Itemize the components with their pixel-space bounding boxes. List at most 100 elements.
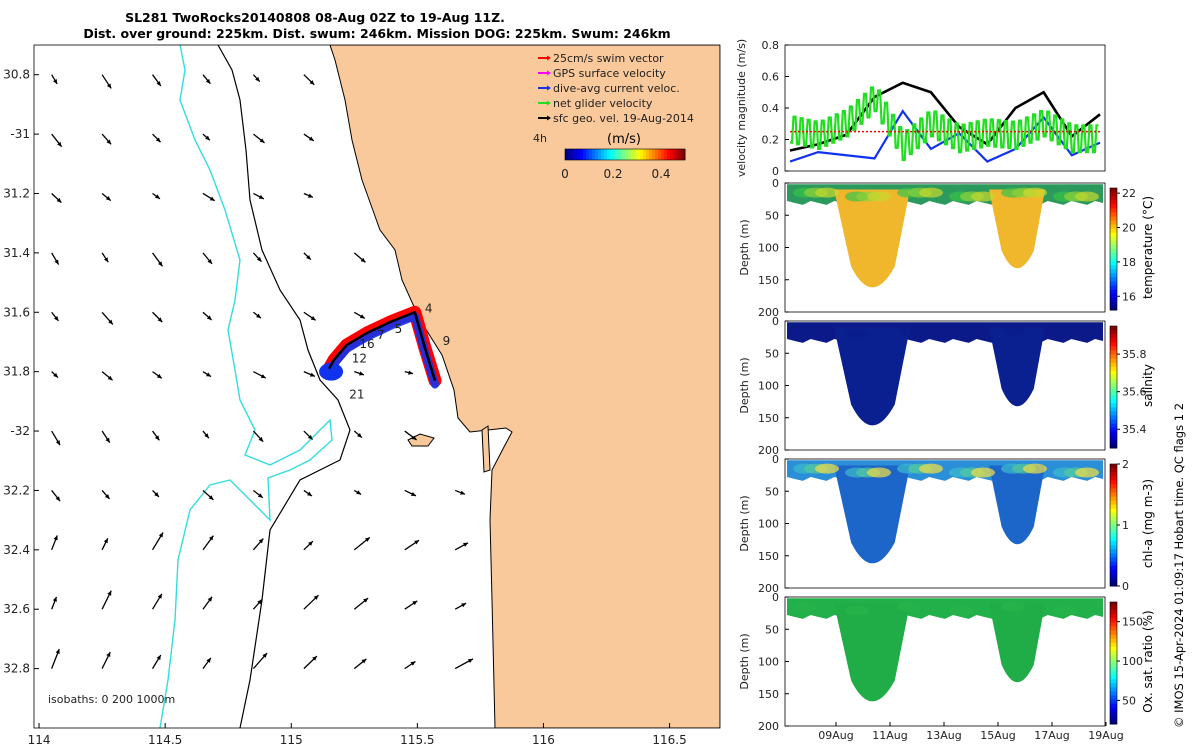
legend-arrowhead [547, 70, 551, 76]
velocity-arrow-head [307, 193, 313, 198]
section-colorbar-cell [1110, 663, 1117, 668]
velocity-arrow-head [106, 652, 111, 658]
velocity-arrow-head [207, 596, 213, 602]
section-y-tick-label: 150 [758, 412, 779, 425]
section-texture [897, 325, 921, 336]
section-colorbar-cell [1110, 403, 1117, 408]
velocity-arrow-head [57, 141, 62, 147]
velocity-arrow-head [410, 661, 416, 666]
section-ylabel: Depth (m) [738, 219, 751, 275]
velocity-arrow-head [307, 434, 313, 440]
speed-colorbar-cell [619, 149, 623, 160]
velocity-arrow-head [408, 370, 413, 375]
velocity-arrow-head [107, 590, 112, 596]
section-colorbar-cell [1110, 387, 1117, 392]
section-colorbar-cell [1110, 374, 1117, 380]
section-colorbar-cell [1110, 277, 1117, 283]
legend-label: dive-avg current veloc. [553, 82, 680, 95]
section-colorbar-cell [1110, 253, 1117, 258]
section-colorbar-cell [1110, 488, 1117, 493]
map-panel: 114 114.5 115 115.5 116 116.5 30.8 -31 31.2 31.4… [3, 44, 721, 747]
section-colorbar-cell [1110, 301, 1117, 307]
garden-island [481, 425, 491, 473]
speed-colorbar-cell [613, 149, 617, 160]
map-y-tick-label: 31.2 [3, 186, 30, 200]
section-colorbar-cell [1110, 654, 1117, 660]
section-dive-profile [834, 603, 910, 702]
section-colorbar-cell [1110, 366, 1117, 372]
section-ylabel: Depth (m) [738, 495, 751, 551]
velocity-arrow-head [105, 196, 111, 201]
section-colorbar-cell [1110, 334, 1117, 339]
section-colorbar-cell [1110, 626, 1117, 631]
speed-colorbar-cell [568, 149, 572, 160]
velocity-arrow-head [55, 648, 60, 654]
section-colorbar-cell [1110, 500, 1117, 506]
speed-colorbar-cell [667, 149, 671, 160]
map-y-ticks: 30.8 -31 31.2 31.4 31.6 31.8 -32 32.2 32.4 32.6 32… [3, 68, 39, 676]
section-colorbar-cell [1110, 330, 1117, 335]
section-colorbar-cell [1110, 228, 1117, 234]
track-line [327, 311, 437, 381]
section-colorbar-cell [1110, 642, 1117, 648]
map-x-ticks: 114 114.5 115 115.5 116 116.5 [28, 723, 687, 747]
section-colorbar-tick-label: 35.8 [1122, 348, 1147, 361]
map-y-tick-label: 31.4 [3, 246, 30, 260]
section-colorbar-cell [1110, 581, 1117, 587]
section-colorbar-cell [1110, 338, 1117, 343]
section-colorbar-cell [1110, 484, 1117, 489]
section-colorbar-tick-label: 18 [1122, 256, 1136, 269]
map-x-tick-label: 115.5 [400, 733, 434, 747]
velocity-arrow-head [313, 595, 319, 600]
section-colorbar-cell [1110, 443, 1117, 449]
section-y-tick-label: 50 [765, 485, 779, 498]
section-colorbar-cell [1110, 212, 1117, 217]
section-colorbar-cell [1110, 224, 1117, 230]
velocity-arrow-head [205, 135, 210, 141]
velocity-arrow-head [156, 655, 161, 661]
velocity-arrow-head [258, 194, 264, 199]
map-x-tick-label: 114.5 [148, 733, 182, 747]
section-texture [1023, 463, 1047, 474]
section-x-tick-label: 11Aug [872, 729, 907, 742]
velocity-arrow-head [258, 538, 264, 544]
section-texture [793, 601, 817, 612]
map-x-tick-label: 115 [280, 733, 303, 747]
section-colorbar-cell [1110, 569, 1117, 575]
section-colorbar-cell [1110, 553, 1117, 559]
section-colorbar-cell [1110, 257, 1117, 262]
map-y-tick-label: -32 [10, 424, 30, 438]
section-colorbar-cell [1110, 472, 1117, 477]
section-y-tick-label: 100 [758, 518, 779, 531]
speed-colorbar-cell [664, 149, 668, 160]
section-colorbar-frame [1109, 601, 1118, 725]
velocity-y-tick-label: 0.6 [762, 71, 780, 84]
velocity-arrow-head [56, 197, 62, 203]
velocity-arrow-head [259, 138, 265, 143]
velocity-arrow-head [204, 433, 209, 439]
section-colorbar-cell [1110, 545, 1117, 550]
day-label: 12 [352, 352, 367, 366]
section-colorbar-label: Ox. sat. ratio (%) [1141, 610, 1155, 712]
section-colorbar-cell [1110, 512, 1117, 518]
glider-track [319, 305, 442, 389]
section-colorbar-cell [1110, 577, 1117, 583]
section-y-tick-label: 50 [765, 209, 779, 222]
speed-colorbar-cell [574, 149, 578, 160]
section-colorbar-cell [1110, 261, 1117, 266]
velocity-y-tick-label: 0 [772, 165, 779, 178]
section-x-tick-label: 09Aug [818, 729, 853, 742]
velocity-arrow-head [308, 136, 314, 141]
section-colorbar-cell [1110, 496, 1117, 502]
section-texture [1001, 325, 1025, 336]
speed-colorbar-cell [565, 149, 569, 160]
section-colorbar-cell [1110, 265, 1117, 270]
section-colorbar-cell [1110, 305, 1117, 311]
section-colorbar-cell [1110, 638, 1117, 644]
section-colorbar-cell [1110, 236, 1117, 242]
section-colorbar-cell [1110, 476, 1117, 481]
velocity-arrow-head [412, 600, 418, 606]
section-colorbar-cell [1110, 232, 1117, 238]
section-colorbar-cell [1110, 399, 1117, 404]
